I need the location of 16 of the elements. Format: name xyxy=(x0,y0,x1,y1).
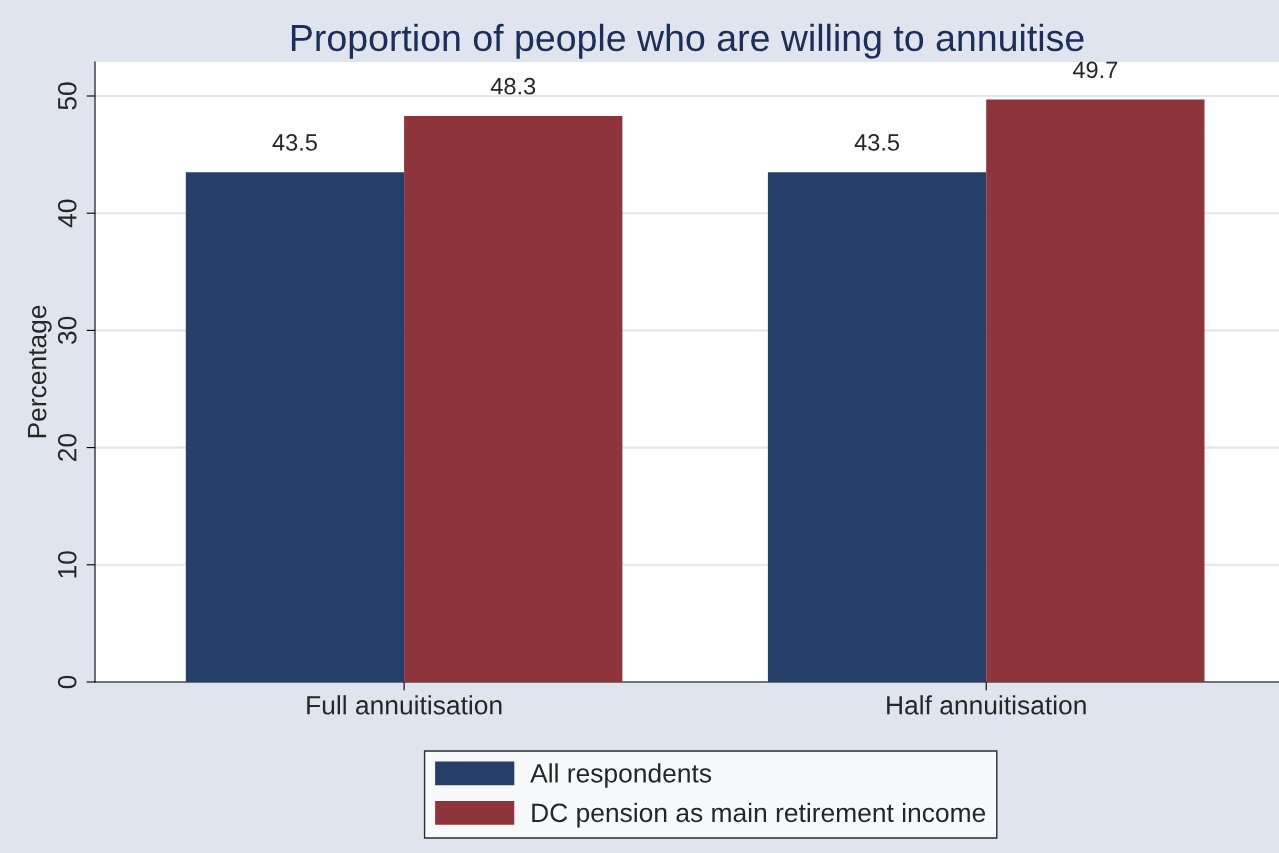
y-tick-label: 0 xyxy=(57,675,77,689)
data-label: 48.3 xyxy=(490,77,536,95)
y-tick-label: 10 xyxy=(57,551,77,578)
data-label: 43.5 xyxy=(272,134,317,151)
x-tick-label: Half annuitisation xyxy=(887,695,1086,715)
y-axis-title: Percentage xyxy=(28,305,52,438)
y-tick-label: 20 xyxy=(57,433,77,461)
y-tick-label: 30 xyxy=(57,316,77,345)
legend-label: DC pension as main retirement income xyxy=(532,802,986,828)
data-label: 49.7 xyxy=(1072,61,1118,79)
chart-title: Proportion of people who are willing to annuitise xyxy=(291,23,1084,59)
legend-label: All respondents xyxy=(530,763,712,788)
x-tick-label: Full annuitisation xyxy=(307,695,502,715)
data-label: 43.5 xyxy=(854,134,900,151)
y-tick-label: 40 xyxy=(57,199,77,228)
y-tick-label: 50 xyxy=(57,82,77,110)
